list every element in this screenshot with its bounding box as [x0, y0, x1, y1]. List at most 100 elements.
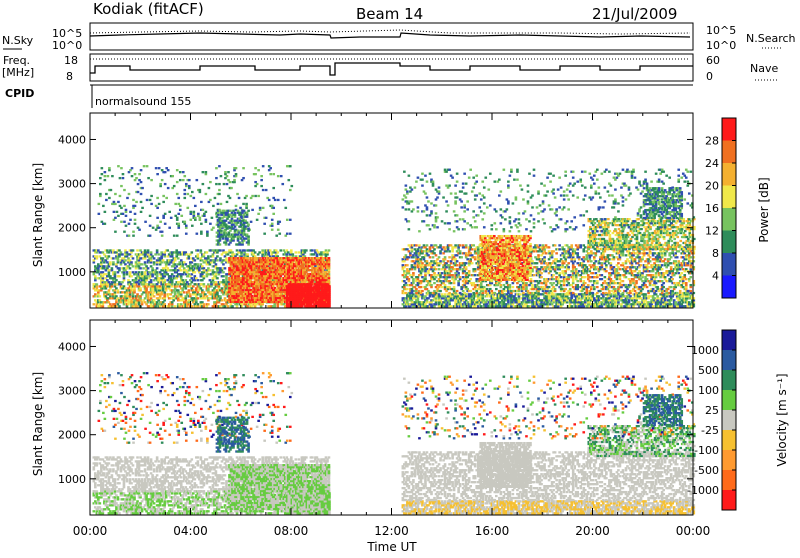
heatmap-cell	[308, 275, 311, 277]
heatmap-cell	[175, 271, 178, 273]
heatmap-cell	[186, 271, 189, 273]
heatmap-cell	[200, 223, 203, 225]
heatmap-cell	[119, 205, 122, 207]
heatmap-cell	[255, 263, 258, 265]
beam-title: Beam 14	[356, 5, 423, 23]
heatmap-cell	[183, 197, 186, 199]
heatmap-cell	[141, 271, 144, 273]
heatmap-cell	[206, 259, 209, 261]
heatmap-cell	[247, 210, 250, 212]
heatmap-cell	[137, 183, 140, 185]
heatmap-cell	[289, 233, 292, 235]
heatmap-cell	[268, 165, 271, 167]
heatmap-cell	[117, 261, 120, 263]
heatmap-cell	[112, 305, 115, 307]
heatmap-cell	[132, 295, 135, 297]
heatmap-cell	[137, 227, 140, 229]
heatmap-cell	[145, 303, 148, 305]
heatmap-cell	[132, 293, 135, 295]
heatmap-cell	[163, 253, 166, 255]
heatmap-cell	[469, 305, 472, 307]
heatmap-cell	[147, 301, 150, 303]
heatmap-cell	[224, 305, 227, 307]
heatmap-cell	[222, 271, 225, 273]
heatmap-cell	[194, 291, 197, 293]
heatmap-cell	[242, 291, 245, 293]
heatmap-cell	[97, 293, 100, 295]
heatmap-cell	[215, 281, 218, 283]
heatmap-cell	[104, 223, 107, 225]
heatmap-cell	[270, 253, 273, 255]
heatmap-cell	[216, 293, 219, 295]
heatmap-cell	[483, 299, 486, 301]
heatmap-cell	[238, 197, 241, 199]
heatmap-cell	[260, 175, 263, 177]
heatmap-cell	[129, 291, 132, 293]
heatmap-cell	[269, 279, 272, 281]
heatmap-cell	[260, 185, 263, 187]
heatmap-cell	[189, 263, 192, 265]
heatmap-cell	[225, 303, 228, 305]
nsky-strip: N.Sky 10^5 10^0 N.Search 10^5 10^0	[2, 23, 796, 52]
heatmap-cell	[162, 277, 165, 279]
heatmap-cell	[129, 219, 132, 221]
heatmap-cell	[414, 303, 417, 305]
heatmap-cell	[237, 210, 240, 212]
heatmap-cell	[180, 295, 183, 297]
heatmap-cell	[310, 283, 313, 285]
heatmap-cell	[237, 233, 240, 235]
heatmap-cell	[231, 271, 234, 273]
heatmap-cell	[275, 279, 278, 281]
heatmap-cell	[108, 255, 111, 257]
heatmap-cell	[219, 297, 222, 299]
heatmap-cell	[201, 259, 204, 261]
heatmap-cell	[264, 293, 267, 295]
heatmap-cell	[302, 253, 305, 255]
heatmap-cell	[202, 209, 205, 211]
heatmap-cell	[263, 223, 266, 225]
heatmap-cell	[478, 303, 481, 305]
heatmap-cell	[228, 273, 231, 275]
heatmap-cell	[236, 305, 239, 307]
heatmap-cell	[163, 275, 166, 277]
heatmap-cell	[194, 271, 197, 273]
heatmap-cell	[139, 267, 142, 269]
heatmap-cell	[486, 303, 489, 305]
heatmap-cell	[138, 285, 141, 287]
heatmap-cell	[227, 171, 230, 173]
heatmap-cell	[135, 279, 138, 281]
heatmap-cell	[189, 283, 192, 285]
heatmap-cell	[114, 231, 117, 233]
heatmap-cell	[105, 193, 108, 195]
heatmap-cell	[326, 253, 329, 255]
heatmap-cell	[99, 177, 102, 179]
heatmap-cell	[262, 189, 265, 191]
heatmap-cell	[489, 301, 492, 303]
heatmap-cell	[279, 293, 282, 295]
heatmap-cell	[123, 221, 126, 223]
heatmap-cell	[246, 289, 249, 291]
heatmap-cell	[212, 255, 215, 257]
heatmap-cell	[222, 263, 225, 265]
heatmap-cell	[120, 301, 123, 303]
heatmap-cell	[267, 253, 270, 255]
heatmap-cell	[275, 249, 278, 251]
heatmap-cell	[130, 263, 133, 265]
heatmap-cell	[237, 237, 240, 239]
heatmap-cell	[192, 269, 195, 271]
heatmap-cell	[218, 165, 221, 167]
heatmap-cell	[136, 305, 139, 307]
heatmap-cell	[198, 289, 201, 291]
heatmap-cell	[180, 277, 183, 279]
heatmap-cell	[261, 291, 264, 293]
heatmap-cell	[257, 289, 260, 291]
heatmap-cell	[180, 269, 183, 271]
heatmap-cell	[156, 267, 159, 269]
heatmap-cell	[232, 227, 235, 229]
heatmap-cell	[191, 267, 194, 269]
heatmap-cell	[143, 165, 146, 167]
heatmap-cell	[260, 287, 263, 289]
heatmap-cell	[220, 231, 223, 233]
heatmap-cell	[156, 283, 159, 285]
heatmap-cell	[313, 253, 316, 255]
